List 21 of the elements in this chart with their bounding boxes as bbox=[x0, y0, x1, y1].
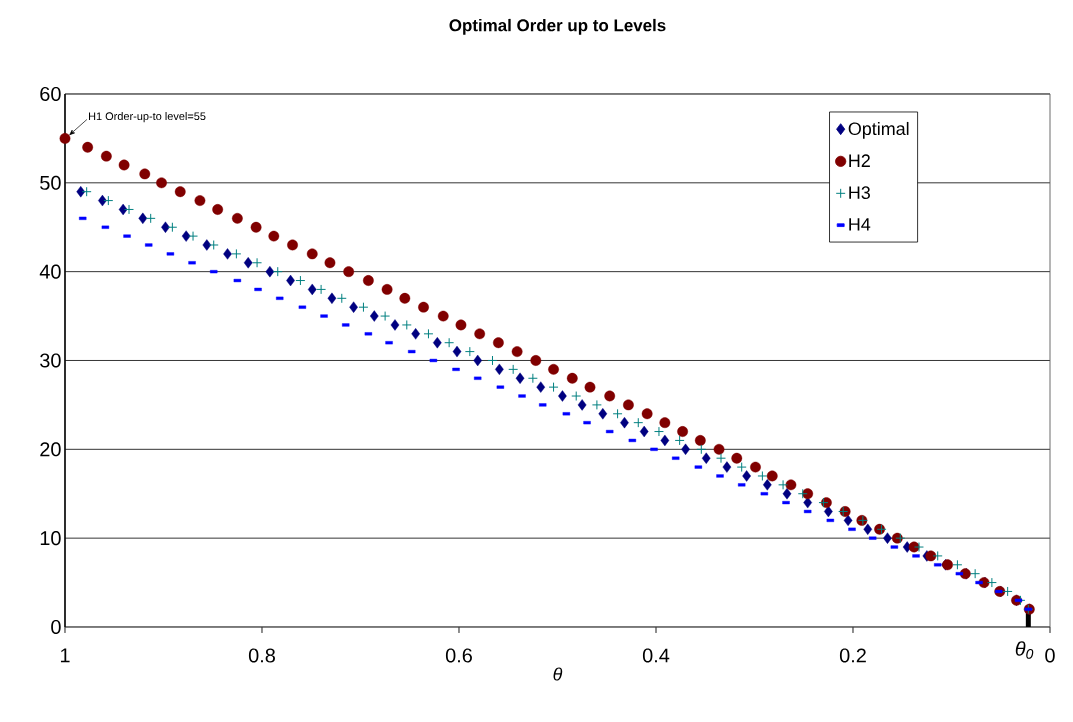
y-tick-label: 30 bbox=[40, 353, 61, 368]
chart-title: Optimal Order up to Levels bbox=[449, 18, 666, 35]
y-tick-label: 20 bbox=[40, 442, 61, 457]
legend-label: H3 bbox=[849, 186, 870, 199]
annotation: θ$_{0}$ bbox=[1015, 641, 1034, 659]
x-tick-label: 0.4 bbox=[642, 648, 670, 663]
y-tick-label: 0 bbox=[51, 619, 61, 635]
y-tick-label: 60 bbox=[40, 86, 61, 102]
annotation: H1 Order-up-to level=55 bbox=[89, 112, 206, 123]
y-tick-label: 10 bbox=[40, 531, 61, 546]
x-tick-label: 0.8 bbox=[248, 648, 275, 663]
x-tick-label: 0.6 bbox=[445, 648, 472, 663]
y-tick-label: 50 bbox=[40, 175, 61, 190]
y-tick-label: 40 bbox=[39, 264, 61, 279]
legend-label: Optimal bbox=[848, 121, 909, 139]
x-axis-title: θ bbox=[553, 667, 563, 681]
legend-label: H2 bbox=[849, 154, 870, 167]
legend-label: H4 bbox=[849, 218, 871, 231]
x-tick-label: 0 bbox=[1045, 648, 1055, 663]
x-tick-label: 0.2 bbox=[839, 648, 866, 663]
x-tick-label: 1 bbox=[60, 648, 70, 663]
